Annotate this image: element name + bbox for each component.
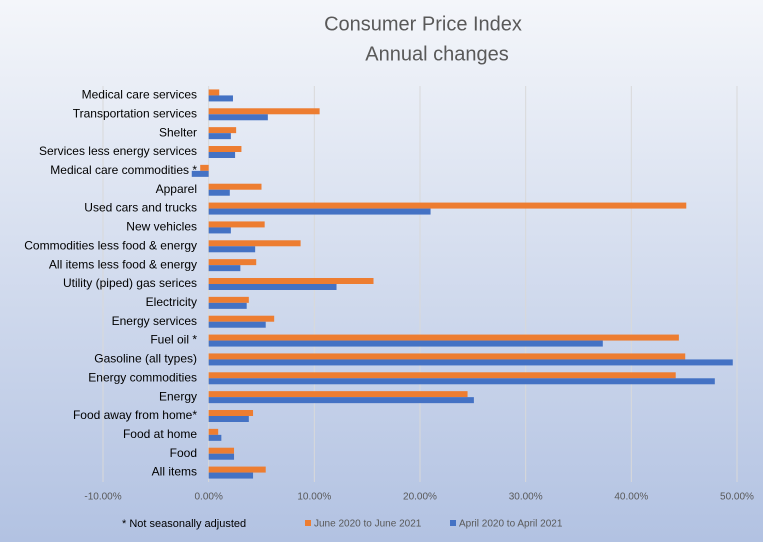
y-tick-label: Energy services [112, 314, 197, 328]
y-tick-label: Used cars and trucks [84, 201, 197, 215]
bar [208, 447, 235, 454]
bar [208, 114, 268, 121]
y-tick-label: Medical care commodities * [50, 163, 197, 177]
x-tick-label: 0.00% [194, 492, 222, 503]
bar [208, 133, 231, 140]
bar [208, 353, 686, 360]
bar [208, 278, 374, 284]
y-tick-label: Gasoline (all types) [94, 352, 197, 366]
bar [208, 284, 337, 290]
y-tick-label: Apparel [156, 182, 197, 196]
bar [208, 89, 220, 96]
y-tick-label: Utility (piped) gas serices [63, 276, 197, 290]
y-tick-label: Food at home [123, 427, 197, 441]
bar [208, 108, 320, 115]
bar [208, 359, 733, 366]
y-tick-label: Shelter [159, 125, 197, 139]
y-tick-label: Fuel oil * [150, 333, 197, 347]
bar [208, 227, 231, 234]
bar [208, 434, 222, 441]
bar [208, 466, 266, 473]
bar [208, 472, 254, 479]
bar [208, 428, 219, 435]
bar [208, 146, 242, 152]
bar [208, 95, 233, 102]
bar [208, 453, 235, 460]
y-tick-label: Medical care services [82, 88, 197, 102]
bar [200, 164, 209, 171]
y-tick-label: New vehicles [126, 220, 197, 234]
legend-label: April 2020 to April 2021 [459, 519, 563, 530]
bar [208, 378, 715, 385]
bar [208, 221, 265, 228]
bar [191, 170, 209, 177]
chart-title: Consumer Price Index [324, 13, 522, 35]
y-tick-label: Electricity [146, 295, 197, 309]
bar [208, 302, 247, 309]
bar [208, 334, 679, 341]
bar [208, 410, 254, 416]
bar [208, 183, 262, 190]
x-tick-label: 20.00% [403, 492, 437, 503]
bar [208, 202, 687, 209]
y-tick-label: All items [152, 465, 197, 479]
bar [208, 152, 236, 158]
y-tick-label: Food [170, 446, 197, 460]
bar [208, 340, 603, 347]
bar [208, 372, 676, 379]
y-tick-label: Commodities less food & energy [24, 238, 197, 252]
bar [208, 321, 266, 328]
bar [208, 397, 474, 404]
x-tick-label: 30.00% [509, 492, 543, 503]
y-tick-label: All items less food & energy [49, 257, 197, 271]
legend-label: June 2020 to June 2021 [314, 519, 422, 530]
x-tick-label: 10.00% [297, 492, 331, 503]
x-tick-label: -10.00% [84, 492, 121, 503]
bar [208, 127, 237, 134]
chart-subtitle: Annual changes [365, 43, 508, 65]
bar [208, 296, 249, 303]
legend-swatch [305, 520, 311, 526]
x-tick-label: 40.00% [614, 492, 648, 503]
y-tick-label: Transportation services [73, 106, 197, 120]
bar [208, 208, 431, 215]
y-tick-label: Energy [159, 389, 197, 403]
x-tick-label: 50.00% [720, 492, 754, 503]
bar [208, 189, 230, 196]
bar [208, 315, 275, 322]
y-tick-label: Services less energy services [39, 144, 197, 158]
footnote: * Not seasonally adjusted [122, 518, 246, 530]
y-tick-label: Energy commodities [88, 370, 197, 384]
bar [208, 240, 301, 247]
bar [208, 265, 241, 272]
bar [208, 391, 468, 398]
bar [208, 246, 256, 253]
legend-swatch [450, 520, 456, 526]
bar [208, 416, 249, 422]
bar [208, 259, 257, 266]
y-tick-label: Food away from home* [73, 408, 197, 422]
